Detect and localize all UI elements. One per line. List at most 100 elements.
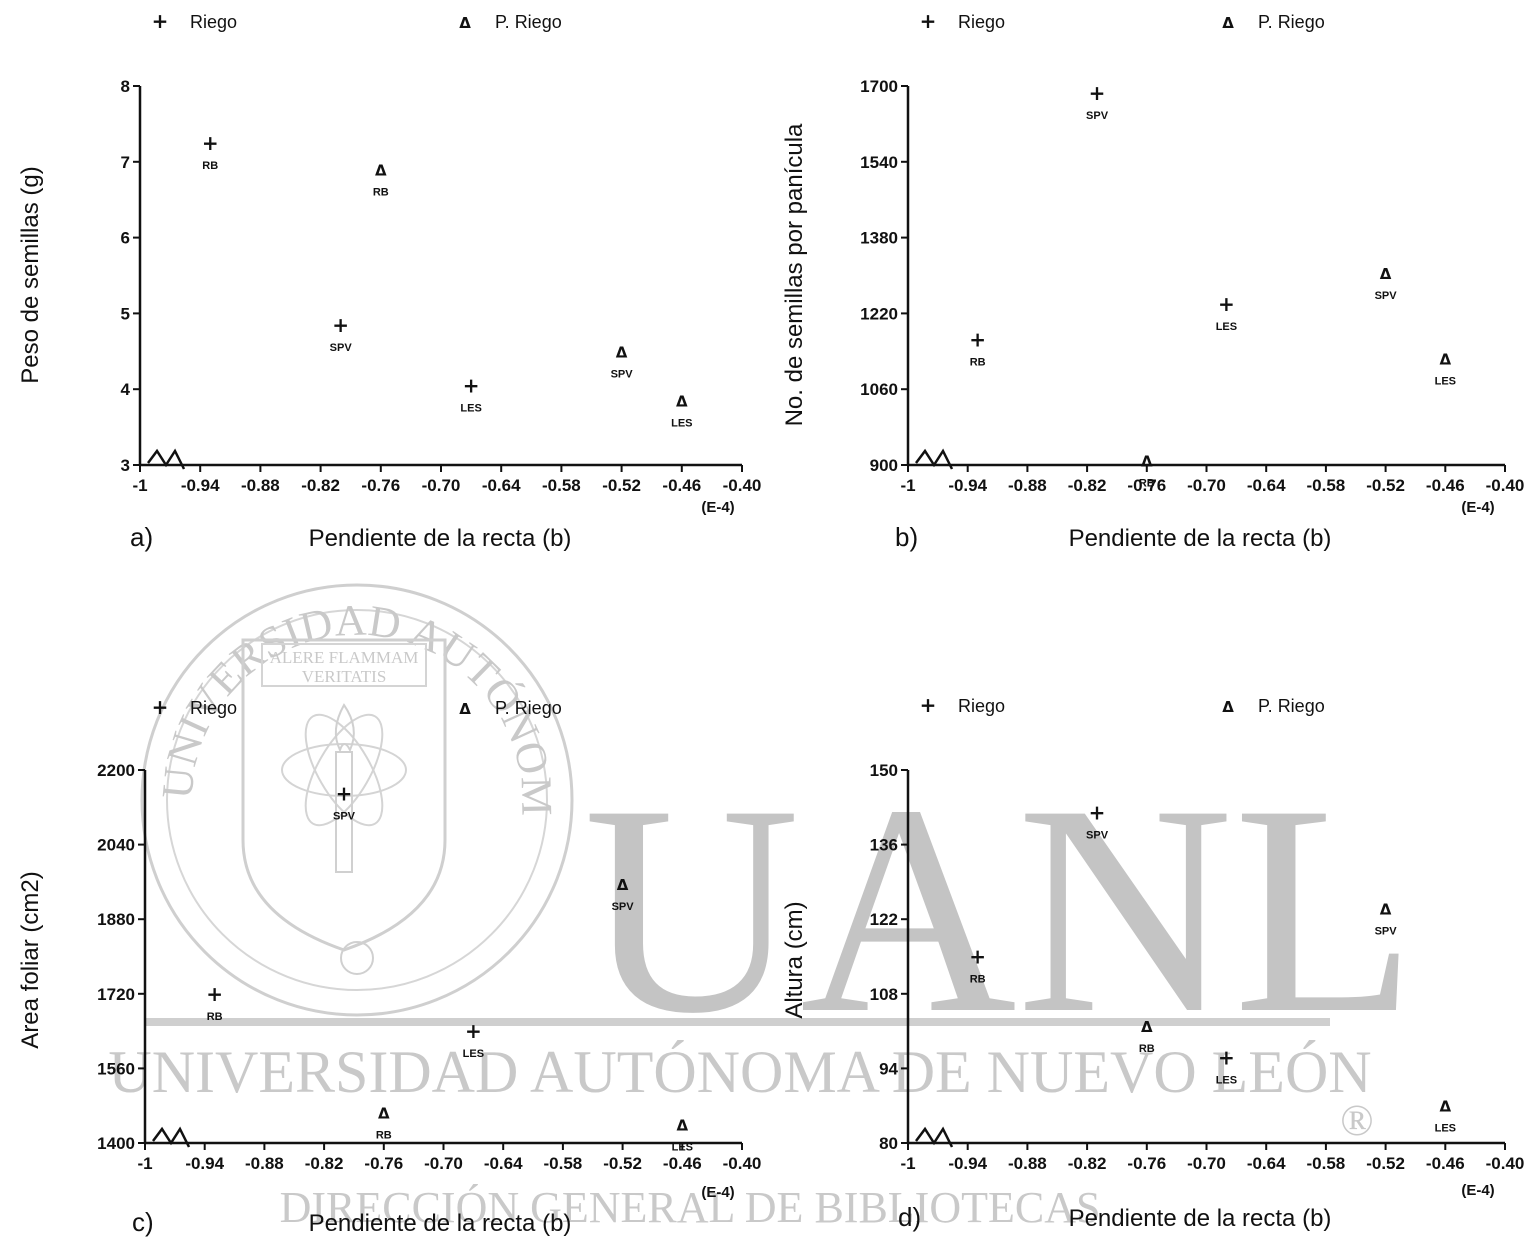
y-tick-label: 5 (121, 304, 130, 323)
y-tick-label: 6 (121, 229, 130, 248)
data-point-label: LES (672, 1141, 693, 1153)
y-tick-label: 2040 (97, 836, 135, 855)
legend-entry-label: Riego (190, 698, 237, 718)
data-point-plus-marker-icon: + (202, 131, 219, 155)
x-tick-label: -0.40 (723, 476, 762, 495)
data-point-label: RB (376, 1130, 392, 1142)
axis-break-mark (916, 1129, 952, 1147)
data-point-label: RB (1139, 1043, 1155, 1055)
data-point-label: SPV (611, 368, 634, 380)
x-tick-label: -0.40 (723, 1154, 762, 1173)
panel-label: a) (130, 522, 153, 552)
x-tick-label: -0.52 (603, 1154, 642, 1173)
data-point-plus-marker-icon: + (969, 945, 986, 969)
x-tick-label: -0.40 (1486, 476, 1525, 495)
data-point-triangle-marker-icon: Δ (617, 876, 629, 894)
y-tick-label: 1220 (860, 304, 898, 323)
y-tick-label: 1700 (860, 77, 898, 96)
x-axis-title: Pendiente de la recta (b) (1069, 525, 1332, 552)
chart-panel-b: 900 1060 1220 1380 1540 1700 -1 -0.94 -0.88 -0.82… (781, 9, 1524, 552)
legend-entry-label: P. Riego (495, 12, 562, 32)
data-point-label: SPV (1086, 110, 1109, 122)
data-point-plus-marker-icon: + (206, 982, 223, 1006)
x-scale-note: (E-4) (701, 499, 734, 516)
legend-entry-label: Riego (958, 12, 1005, 32)
x-axis-title: Pendiente de la recta (b) (1069, 1205, 1332, 1232)
x-tick-label: -0.88 (245, 1154, 284, 1173)
panel-label: d) (898, 1202, 921, 1232)
x-tick-label: -0.64 (1247, 476, 1286, 495)
y-tick-label: 8 (121, 77, 130, 96)
x-tick-label: -0.46 (662, 476, 701, 495)
data-point-triangle-marker-icon: Δ (1439, 350, 1451, 368)
x-tick-label: -0.70 (1187, 476, 1226, 495)
data-point-triangle-marker-icon: Δ (676, 1116, 688, 1134)
legend-entry-label: Riego (958, 696, 1005, 716)
data-point-label: RB (207, 1011, 223, 1023)
data-point-plus-marker-icon: + (1089, 81, 1106, 105)
x-tick-label: -0.52 (602, 476, 641, 495)
data-point-plus-marker-icon: + (1218, 292, 1235, 316)
x-tick-label: -0.40 (1486, 1154, 1525, 1173)
data-point-label: SPV (330, 342, 353, 354)
legend-entry-label: Riego (190, 12, 237, 32)
seal-motto-line1: ALERE FLAMMAM (270, 648, 419, 667)
y-tick-label: 1060 (860, 380, 898, 399)
y-tick-label: 2200 (97, 761, 135, 780)
legend-triangle-marker-icon: Δ (459, 700, 471, 718)
x-tick-label: -1 (900, 1154, 915, 1173)
x-tick-label: -0.70 (424, 1154, 463, 1173)
data-point-label: RB (970, 974, 986, 986)
y-tick-label: 80 (879, 1134, 898, 1153)
data-point-triangle-marker-icon: Δ (1380, 265, 1392, 283)
y-tick-label: 136 (870, 836, 898, 855)
x-tick-label: -0.58 (1307, 476, 1346, 495)
x-tick-label: -0.82 (1068, 476, 1107, 495)
x-tick-label: -0.76 (361, 476, 400, 495)
data-point-triangle-marker-icon: Δ (616, 343, 628, 361)
data-point-label: SPV (612, 901, 635, 913)
legend-plus-marker-icon: + (152, 9, 169, 33)
data-point-plus-marker-icon: + (336, 781, 353, 805)
x-tick-label: -0.94 (948, 476, 987, 495)
x-axis-title: Pendiente de la recta (b) (309, 1210, 572, 1237)
legend-entry-label: P. Riego (1258, 12, 1325, 32)
x-tick-label: -0.46 (1426, 1154, 1465, 1173)
y-axis-title: Area foliar (cm2) (17, 871, 44, 1048)
x-tick-label: -1 (132, 476, 147, 495)
data-point-label: SPV (1375, 926, 1398, 938)
data-point-label: RB (970, 356, 986, 368)
data-point-triangle-marker-icon: Δ (1439, 1098, 1451, 1116)
data-point-plus-marker-icon: + (463, 373, 480, 397)
x-tick-label: -0.82 (301, 476, 340, 495)
x-tick-label: -0.52 (1366, 476, 1405, 495)
data-point-label: SPV (1086, 830, 1109, 842)
uanl-watermark: UNIVERSIDAD AUTÓNOMA DE NUEVO LEÓN ALERE… (0, 0, 1417, 1232)
x-tick-label: -0.64 (1247, 1154, 1286, 1173)
data-point-triangle-marker-icon: Δ (375, 161, 387, 179)
x-tick-label: -0.70 (422, 476, 461, 495)
watermark-registered-mark: ® (1340, 1096, 1373, 1145)
y-tick-label: 1540 (860, 153, 898, 172)
y-tick-label: 3 (121, 456, 130, 475)
y-tick-label: 122 (870, 910, 898, 929)
data-point-triangle-marker-icon: Δ (1141, 452, 1153, 470)
x-tick-label: -0.94 (185, 1154, 224, 1173)
data-point-label: SPV (333, 810, 356, 822)
x-tick-label: -0.82 (305, 1154, 344, 1173)
y-tick-label: 1380 (860, 229, 898, 248)
panel-label: b) (895, 522, 918, 552)
y-tick-label: 1400 (97, 1134, 135, 1153)
legend-plus-marker-icon: + (920, 9, 937, 33)
x-tick-label: -1 (137, 1154, 152, 1173)
data-point-label: SPV (1375, 290, 1398, 302)
legend-triangle-marker-icon: Δ (1222, 14, 1234, 32)
data-point-label: LES (1216, 1075, 1237, 1087)
data-point-label: LES (671, 418, 692, 430)
data-point-plus-marker-icon: + (1218, 1046, 1235, 1070)
axis-break-mark (916, 451, 952, 469)
legend-plus-marker-icon: + (920, 693, 937, 717)
y-axis-title: No. de semillas por panícula (781, 123, 808, 426)
y-tick-label: 1880 (97, 910, 135, 929)
x-tick-label: -0.76 (364, 1154, 403, 1173)
